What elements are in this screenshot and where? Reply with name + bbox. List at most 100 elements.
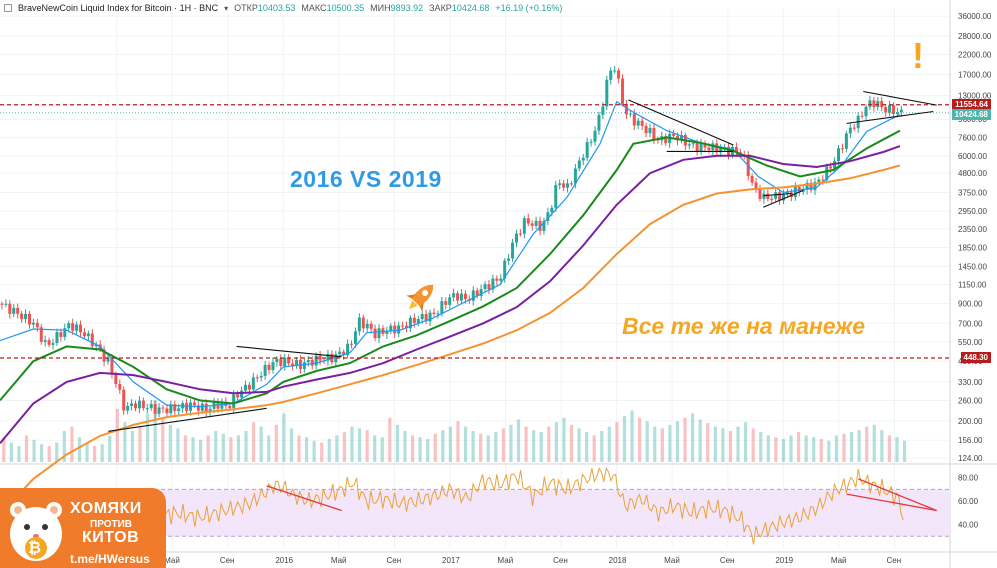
volume-bar — [516, 419, 521, 462]
candle-body — [63, 328, 67, 337]
candle-body — [240, 390, 244, 398]
volume-bar — [327, 438, 331, 462]
candle-body — [401, 325, 405, 327]
candle-body — [526, 218, 530, 224]
candle-body — [530, 223, 534, 226]
low-value: 9893.92 — [390, 3, 424, 13]
volume-bar — [789, 435, 793, 462]
candle-body — [758, 188, 762, 199]
volume-bar — [2, 437, 6, 462]
volume-bar — [312, 440, 316, 462]
exclamation-annotation: ! — [912, 35, 924, 76]
candle-body — [487, 284, 491, 290]
volume-bar — [781, 438, 786, 462]
candle-body — [679, 134, 683, 141]
candle-body — [766, 193, 770, 199]
trend-line — [846, 110, 934, 124]
candle-body — [750, 176, 754, 183]
volume-bar — [895, 437, 899, 462]
volume-bar — [183, 435, 188, 462]
logo-line-2: ПРОТИВ — [90, 519, 133, 530]
x-tick-label: 2017 — [442, 556, 460, 565]
candle-body — [817, 179, 821, 183]
candle-body — [719, 148, 723, 153]
volume-bar — [357, 428, 362, 462]
volume-bar — [448, 426, 452, 462]
candle-body — [157, 407, 161, 414]
x-tick-label: 2019 — [775, 556, 793, 565]
moving-average-line — [0, 164, 901, 516]
candle-body — [200, 403, 204, 411]
volume-bar — [463, 426, 468, 462]
candle-body — [821, 179, 825, 181]
candle-body — [475, 290, 479, 296]
volume-bar — [198, 439, 203, 462]
trend-line — [108, 407, 267, 432]
y-tick-label: 2950.00 — [958, 207, 987, 216]
x-tick-label: Май — [164, 556, 180, 565]
candle-body — [8, 303, 12, 314]
candle-body — [463, 293, 467, 300]
y-tick-label: 330.00 — [958, 378, 983, 387]
candle-body — [703, 143, 707, 148]
candle-body — [153, 404, 157, 414]
candle-body — [573, 168, 577, 184]
volume-bar — [259, 426, 263, 462]
y-tick-label: 200.00 — [958, 417, 983, 426]
support-price-label: 448.30 — [960, 351, 991, 363]
volume-bar — [282, 413, 286, 462]
logo-telegram-link[interactable]: t.me/HWersus — [70, 552, 150, 566]
channel-logo[interactable]: ₿ ХОМЯКИ ПРОТИВ КИТОВ t.me/HWersus — [0, 488, 166, 568]
candle-body — [448, 297, 452, 305]
volume-bar — [320, 442, 324, 462]
candle-body — [621, 78, 625, 104]
candle-body — [754, 182, 758, 189]
candle-body — [12, 307, 16, 314]
candle-body — [569, 183, 573, 185]
x-tick-label: Сен — [553, 556, 568, 565]
close-value: 10424.68 — [451, 3, 490, 13]
candle-body — [4, 303, 8, 305]
candle-body — [687, 144, 691, 146]
candle-body — [51, 343, 55, 345]
compare-annotation: 2016 VS 2019 — [290, 166, 442, 192]
candle-body — [852, 127, 856, 129]
candle-body — [122, 389, 126, 411]
volume-bar — [85, 442, 89, 462]
x-tick-label: Сен — [887, 556, 902, 565]
candle-body — [514, 233, 518, 243]
candle-body — [636, 120, 640, 126]
volume-bar — [418, 437, 422, 462]
x-tick-label: Май — [664, 556, 680, 565]
volume-bar — [221, 433, 225, 462]
volume-bar — [638, 417, 642, 462]
low-label: МИН — [370, 3, 391, 13]
candle-body — [644, 125, 648, 134]
volume-bar — [161, 417, 165, 462]
volume-bar — [849, 431, 854, 462]
candle-body — [734, 146, 738, 153]
candle-body — [511, 242, 515, 259]
volume-bar — [524, 426, 528, 462]
y-tick-label: 6000.00 — [958, 152, 987, 161]
volume-bar — [865, 426, 869, 462]
candle-body — [255, 377, 259, 379]
volume-bar — [456, 421, 460, 462]
volume-bar — [410, 435, 415, 462]
volume-bar — [562, 417, 566, 462]
resistance-price-label: 11554.64 — [952, 98, 991, 110]
volume-bar — [176, 428, 180, 462]
chevron-down-icon[interactable]: ▾ — [224, 3, 229, 13]
symbol-title[interactable]: BraveNewCoin Liquid Index for Bitcoin · … — [18, 3, 219, 13]
volume-bar — [342, 431, 347, 462]
candle-body — [876, 101, 880, 108]
trend-line — [863, 90, 937, 106]
candle-body — [236, 394, 240, 398]
volume-bar — [191, 437, 195, 462]
volume-bar — [32, 439, 36, 462]
chart-header: BraveNewCoin Liquid Index for Bitcoin · … — [0, 0, 964, 16]
candle-body — [141, 400, 145, 409]
volume-bar — [532, 430, 536, 462]
volume-bar — [274, 424, 278, 462]
